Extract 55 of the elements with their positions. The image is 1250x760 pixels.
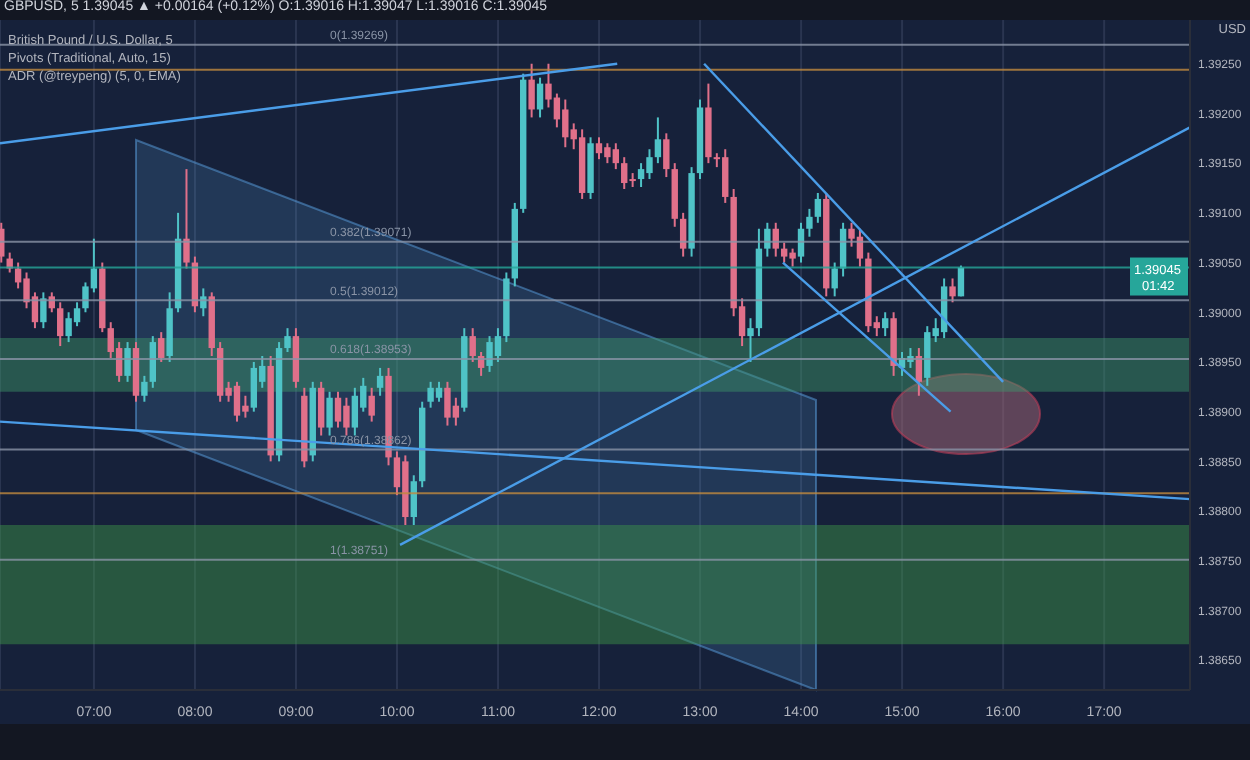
candlestick — [200, 287, 207, 318]
candlestick — [528, 62, 535, 119]
candlestick — [158, 331, 165, 363]
candlestick — [612, 142, 620, 171]
candlestick — [132, 341, 140, 403]
candlestick — [637, 162, 645, 188]
candlestick — [663, 132, 670, 179]
candlestick — [536, 76, 544, 119]
candlestick — [949, 277, 956, 304]
candlestick — [486, 335, 493, 373]
candlestick — [368, 386, 375, 423]
candlestick — [814, 191, 822, 224]
candlestick — [747, 317, 754, 363]
candlestick — [831, 261, 838, 298]
candlestick — [183, 168, 190, 270]
candlestick — [722, 148, 729, 204]
candlestick — [553, 92, 561, 129]
candlestick — [435, 380, 443, 403]
candlestick — [654, 116, 662, 165]
candlestick — [284, 327, 291, 354]
candlestick — [452, 396, 460, 427]
candlestick — [141, 374, 148, 403]
candlestick — [242, 394, 249, 419]
candlestick — [317, 380, 325, 437]
candlestick — [57, 301, 64, 348]
candlestick — [444, 380, 451, 427]
candlestick — [166, 291, 173, 363]
candlestick — [562, 98, 569, 149]
candlestick — [646, 148, 653, 181]
candlestick — [124, 341, 131, 383]
candlestick — [469, 327, 476, 363]
candlestick — [40, 291, 47, 330]
candlestick — [494, 327, 502, 363]
candlestick — [376, 366, 384, 397]
candlestick — [604, 142, 611, 165]
candlestick — [73, 301, 81, 328]
candlestick — [621, 156, 628, 190]
candlestick — [343, 396, 350, 437]
candlestick — [250, 360, 258, 413]
candlestick — [351, 386, 359, 437]
candlestick — [334, 390, 342, 429]
candlestick — [427, 380, 434, 409]
candlestick — [924, 325, 931, 387]
candlestick — [890, 311, 897, 377]
candlestick — [806, 207, 813, 238]
candlestick — [764, 221, 771, 258]
candlestick — [881, 311, 889, 338]
candlestick — [326, 390, 333, 437]
candlestick — [292, 327, 300, 389]
candlestick — [216, 341, 224, 403]
candlestick — [65, 311, 72, 344]
candlestick — [780, 241, 788, 264]
candlestick — [595, 136, 603, 161]
candlestick — [233, 380, 241, 423]
candlestick — [149, 335, 156, 389]
